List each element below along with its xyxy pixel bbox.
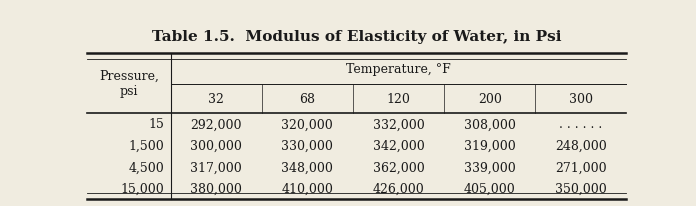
Text: 15: 15 [148, 118, 164, 131]
Text: . . . . . .: . . . . . . [559, 118, 603, 131]
Text: 330,000: 330,000 [281, 139, 333, 152]
Text: 32: 32 [208, 93, 224, 106]
Text: 68: 68 [299, 93, 315, 106]
Text: 200: 200 [477, 93, 502, 106]
Text: Temperature, °F: Temperature, °F [346, 63, 451, 76]
Text: 380,000: 380,000 [190, 182, 242, 195]
Text: 1,500: 1,500 [128, 139, 164, 152]
Text: 332,000: 332,000 [372, 118, 425, 131]
Text: 15,000: 15,000 [120, 182, 164, 195]
Text: 271,000: 271,000 [555, 161, 607, 173]
Text: 350,000: 350,000 [555, 182, 607, 195]
Text: 4,500: 4,500 [128, 161, 164, 173]
Text: 426,000: 426,000 [372, 182, 425, 195]
Text: 319,000: 319,000 [464, 139, 516, 152]
Text: 300: 300 [569, 93, 593, 106]
Text: 339,000: 339,000 [464, 161, 516, 173]
Text: 320,000: 320,000 [281, 118, 333, 131]
Text: Pressure,
psi: Pressure, psi [99, 69, 159, 97]
Text: 120: 120 [386, 93, 411, 106]
Text: 410,000: 410,000 [281, 182, 333, 195]
Text: 317,000: 317,000 [190, 161, 242, 173]
Text: Table 1.5.  Modulus of Elasticity of Water, in Psi: Table 1.5. Modulus of Elasticity of Wate… [152, 29, 562, 43]
Text: 248,000: 248,000 [555, 139, 607, 152]
Text: 342,000: 342,000 [372, 139, 425, 152]
Text: 308,000: 308,000 [464, 118, 516, 131]
Text: 362,000: 362,000 [372, 161, 425, 173]
Text: 405,000: 405,000 [464, 182, 516, 195]
Text: 292,000: 292,000 [191, 118, 242, 131]
Text: 348,000: 348,000 [281, 161, 333, 173]
Text: 300,000: 300,000 [190, 139, 242, 152]
